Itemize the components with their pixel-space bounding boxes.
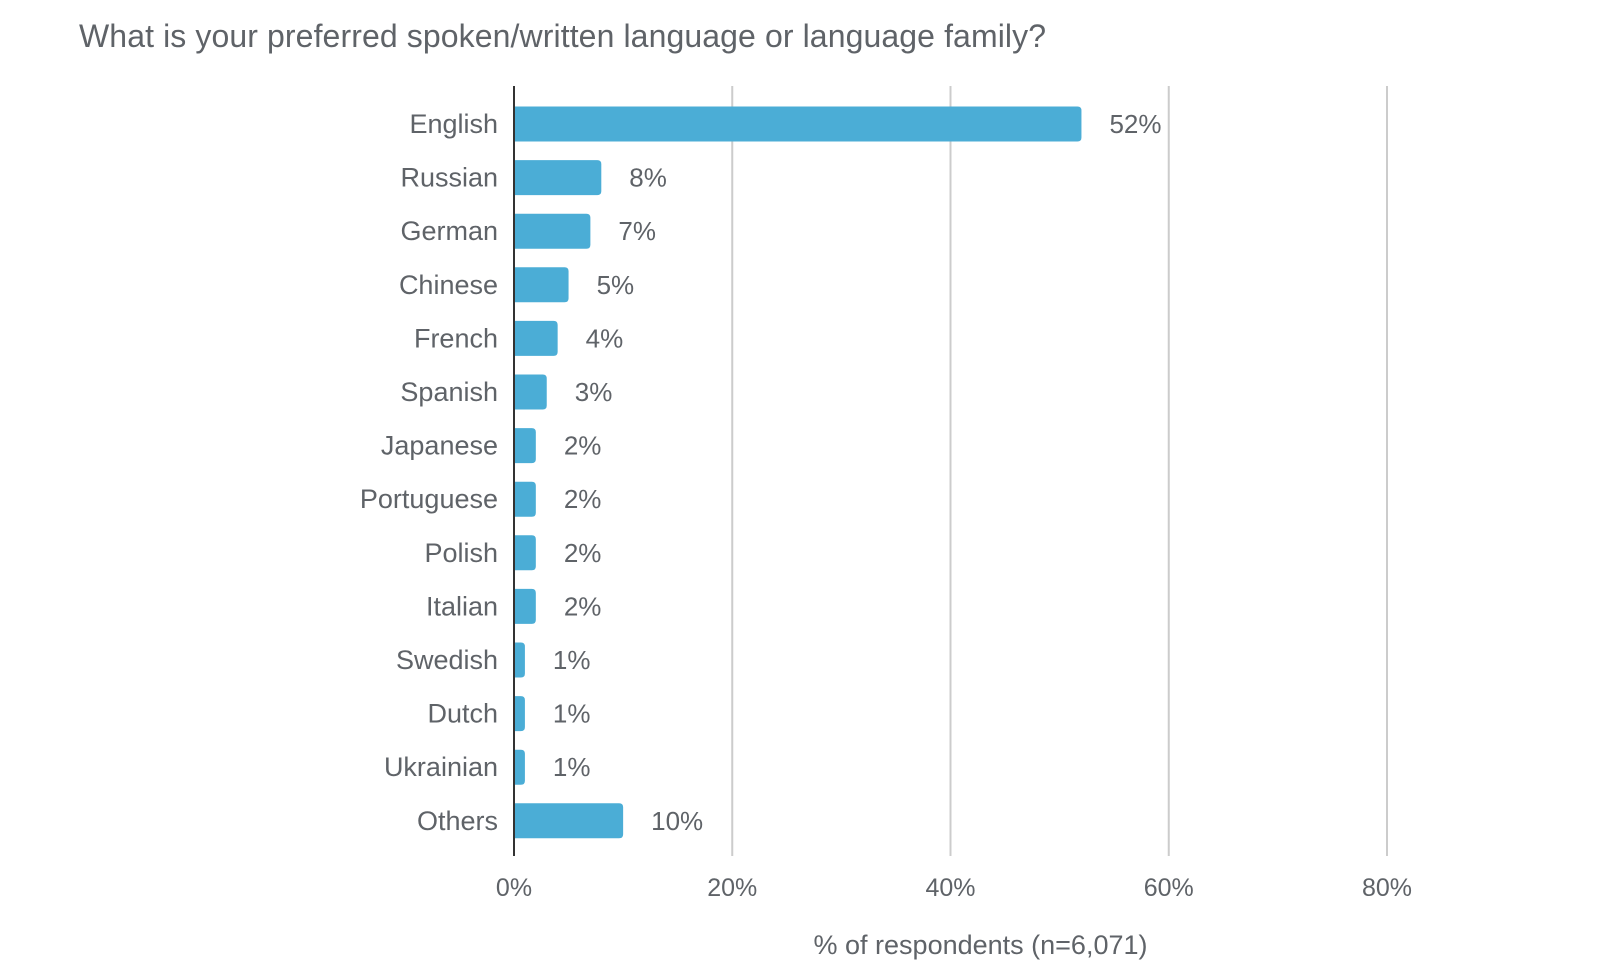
data-label: 2% (564, 484, 602, 514)
data-label: 2% (564, 431, 602, 461)
data-label: 3% (575, 377, 613, 407)
labels: 0% 20% 40% 60% 80% English 52% Russian 8% German 7… (360, 109, 1412, 902)
bars (514, 106, 1082, 839)
bar-english (514, 106, 1082, 142)
bar-german (514, 213, 591, 249)
category-label: French (414, 323, 498, 353)
data-label: 7% (618, 216, 656, 246)
x-tick-label: 0% (496, 874, 532, 902)
category-label: Chinese (399, 270, 498, 300)
data-label: 5% (597, 270, 635, 300)
x-tick-label: 80% (1362, 874, 1412, 902)
chart-title: What is your preferred spoken/written la… (79, 18, 1047, 54)
category-label: Spanish (400, 377, 498, 407)
category-label: Russian (400, 163, 498, 193)
data-label: 1% (553, 752, 591, 782)
x-tick-label: 40% (925, 874, 975, 902)
x-tick-label: 20% (707, 874, 757, 902)
category-label: German (400, 216, 498, 246)
bar-french (514, 320, 558, 356)
data-label: 10% (651, 806, 703, 836)
gridlines (731, 86, 1388, 856)
category-label: Others (417, 806, 498, 836)
category-label: Dutch (427, 699, 498, 729)
category-label: English (409, 109, 498, 139)
data-label: 2% (564, 538, 602, 568)
bar-italian (514, 588, 536, 624)
data-label: 2% (564, 591, 602, 621)
x-tick-label: 60% (1144, 874, 1194, 902)
bar-others (514, 803, 624, 839)
bar-spanish (514, 374, 547, 410)
category-label: Polish (424, 538, 498, 568)
bar-chinese (514, 267, 569, 303)
data-label: 1% (553, 699, 591, 729)
x-axis-title: % of respondents (n=6,071) (814, 930, 1148, 960)
category-label: Portuguese (360, 484, 498, 514)
category-label: Italian (426, 591, 498, 621)
bar-ukrainian (514, 749, 525, 785)
bar-russian (514, 160, 602, 196)
data-label: 52% (1109, 109, 1161, 139)
category-label: Swedish (396, 645, 498, 675)
data-label: 8% (629, 163, 667, 193)
bar-portuguese (514, 481, 536, 517)
bar-dutch (514, 696, 525, 732)
bar-swedish (514, 642, 525, 678)
category-label: Japanese (381, 431, 498, 461)
bar-polish (514, 535, 536, 571)
data-label: 1% (553, 645, 591, 675)
bar-japanese (514, 428, 536, 464)
category-label: Ukrainian (384, 752, 498, 782)
data-label: 4% (586, 323, 624, 353)
